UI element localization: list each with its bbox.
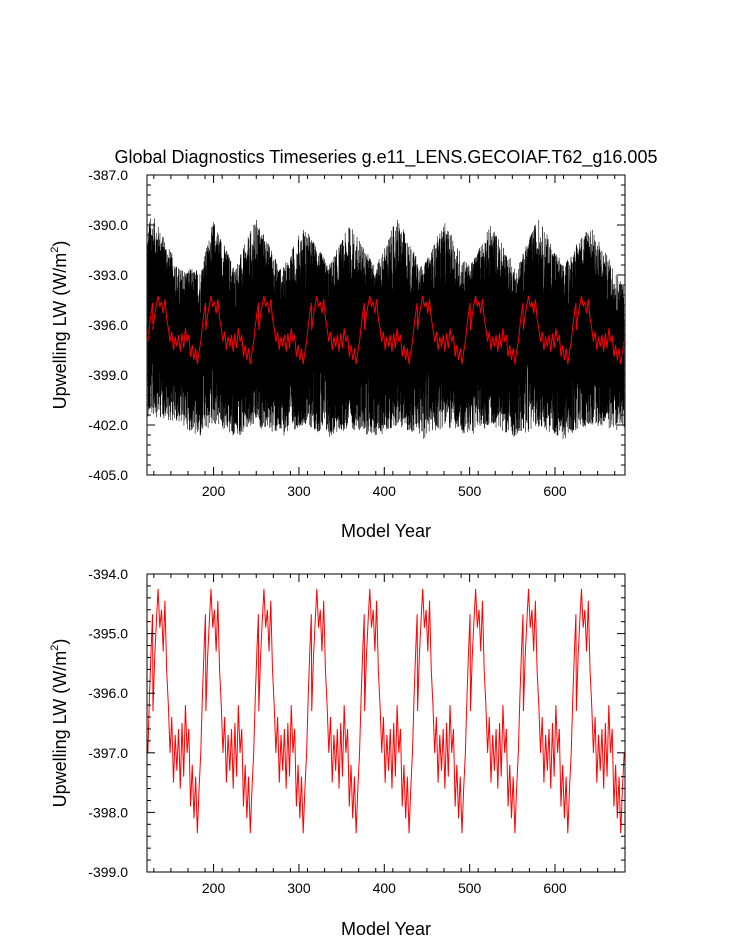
x-tick-label: 400 — [373, 483, 397, 499]
top-xlabel: Model Year — [341, 521, 431, 541]
top-ylabel: Upwelling LW (W/m2) — [49, 241, 70, 410]
x-tick-label: 500 — [458, 483, 482, 499]
y-tick-label: -405.0 — [88, 467, 128, 483]
y-tick-label: -394.0 — [88, 566, 128, 582]
x-tick-label: 600 — [543, 483, 567, 499]
top-axis-ticks: 200 300 400 500 600 -405.0 -402.0 -399.0 -396.0 -… — [88, 167, 625, 499]
bottom-xlabel: Model Year — [341, 919, 431, 939]
y-tick-label: -398.0 — [88, 804, 128, 820]
y-tick-label: -396.0 — [88, 685, 128, 701]
series-line-smoothed — [147, 588, 625, 834]
x-tick-label: 300 — [287, 880, 311, 896]
x-tick-label: 200 — [202, 880, 226, 896]
bottom-panel: 200 300 400 500 600 -399.0 -398.0 -397.0 -396.0 -… — [49, 566, 626, 939]
bottom-plot-frame — [146, 573, 626, 873]
y-tick-label: -395.0 — [88, 626, 128, 642]
top-panel: 200 300 400 500 600 -405.0 -402.0 -399.0 -396.0 -… — [49, 167, 626, 541]
y-tick-label: -396.0 — [88, 317, 128, 333]
y-tick-label: -402.0 — [88, 417, 128, 433]
y-tick-label: -390.0 — [88, 217, 128, 233]
x-tick-label: 500 — [458, 880, 482, 896]
x-tick-label: 400 — [373, 880, 397, 896]
bottom-axis-ticks: 200 300 400 500 600 -399.0 -398.0 -397.0 -396.0 -… — [88, 566, 625, 896]
x-tick-label: 300 — [287, 483, 311, 499]
chart-title: Global Diagnostics Timeseries g.e11_LENS… — [115, 147, 658, 168]
series-line-smoothed — [147, 295, 625, 365]
series-line-raw — [147, 218, 625, 440]
bottom-ylabel: Upwelling LW (W/m2) — [49, 639, 70, 808]
y-tick-label: -399.0 — [88, 367, 128, 383]
y-tick-label: -393.0 — [88, 267, 128, 283]
x-tick-label: 600 — [543, 880, 567, 896]
x-tick-label: 200 — [202, 483, 226, 499]
bottom-panel-data — [147, 588, 625, 834]
y-tick-label: -399.0 — [88, 864, 128, 880]
y-tick-label: -387.0 — [88, 167, 128, 183]
top-panel-data — [147, 218, 625, 440]
y-tick-label: -397.0 — [88, 745, 128, 761]
